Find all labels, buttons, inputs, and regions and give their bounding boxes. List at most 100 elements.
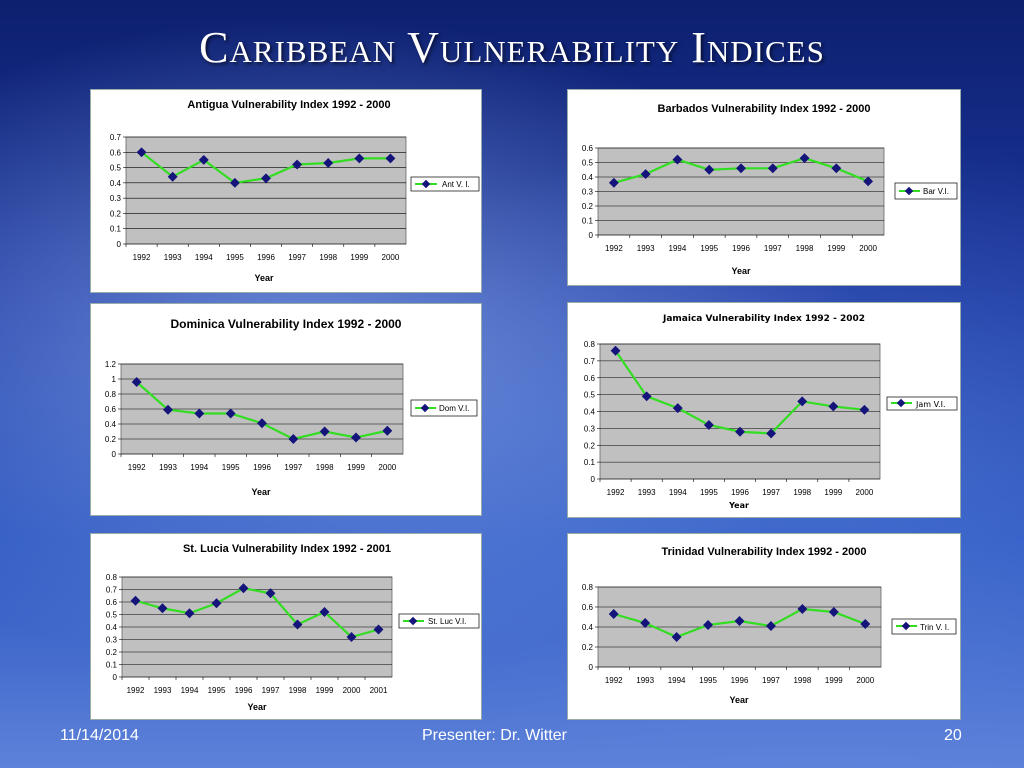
data-point-marker bbox=[323, 158, 334, 168]
x-tick-label: 1999 bbox=[316, 686, 334, 695]
x-tick-label: 1992 bbox=[605, 676, 623, 685]
x-tick-label: 1997 bbox=[762, 488, 780, 497]
x-tick-label: 1993 bbox=[159, 463, 177, 472]
data-point-marker bbox=[346, 632, 357, 642]
y-tick-label: 0.6 bbox=[584, 374, 596, 383]
y-tick-label: 0.1 bbox=[584, 458, 596, 467]
x-tick-label: 1994 bbox=[669, 244, 687, 253]
y-tick-label: 1 bbox=[112, 375, 117, 384]
chart-antigua: Antigua Vulnerability Index 1992 - 2000 … bbox=[110, 99, 480, 283]
x-tick-label: 1994 bbox=[181, 686, 199, 695]
x-tick-label: 2000 bbox=[859, 244, 877, 253]
y-tick-label: 0.6 bbox=[106, 598, 118, 607]
chart-title: St. Lucia Vulnerability Index 1992 - 200… bbox=[183, 543, 391, 555]
y-tick-label: 0.3 bbox=[584, 424, 596, 433]
x-tick-label: 2000 bbox=[856, 488, 874, 497]
x-tick-label: 1999 bbox=[827, 244, 845, 253]
x-tick-label: 1998 bbox=[316, 463, 334, 472]
data-point-marker bbox=[734, 616, 745, 626]
x-tick-label: 1996 bbox=[257, 253, 275, 262]
data-point-marker bbox=[797, 604, 808, 614]
x-tick-label: 1998 bbox=[319, 253, 337, 262]
data-point-marker bbox=[292, 619, 303, 630]
legend: St. Luc V.I. bbox=[398, 613, 480, 629]
x-tick-label: 1994 bbox=[668, 676, 686, 685]
y-tick-label: 0.2 bbox=[110, 209, 122, 218]
legend: Bar V.I. bbox=[894, 182, 958, 200]
data-point-marker bbox=[184, 608, 195, 619]
data-point-marker bbox=[167, 171, 178, 182]
chart-dominica: Dominica Vulnerability Index 1992 - 2000… bbox=[105, 317, 478, 497]
data-point-marker bbox=[735, 426, 745, 437]
y-tick-label: 0.7 bbox=[584, 357, 596, 366]
data-point-marker bbox=[859, 404, 870, 415]
data-point-marker bbox=[672, 403, 683, 414]
chart-trinidad: Trinidad Vulnerability Index 1992 - 2000… bbox=[582, 546, 957, 705]
x-tick-label: 1999 bbox=[824, 488, 842, 497]
footer-page-number: 20 bbox=[944, 727, 962, 744]
y-tick-label: 0.1 bbox=[110, 225, 122, 234]
x-axis-label: Year bbox=[254, 273, 274, 283]
x-tick-label: 1998 bbox=[793, 488, 811, 497]
chart-title: Antigua Vulnerability Index 1992 - 2000 bbox=[187, 99, 390, 111]
y-tick-label: 0.4 bbox=[582, 623, 594, 632]
data-point-marker bbox=[319, 607, 330, 617]
slide-title: Caribbean Vulnerability Indices bbox=[199, 23, 825, 72]
x-axis-label: Year bbox=[729, 695, 749, 705]
data-point-marker bbox=[211, 598, 222, 609]
x-tick-label: 1997 bbox=[762, 676, 780, 685]
footer-date: 11/14/2014 bbox=[60, 727, 139, 744]
plot-area: 0 0.1 0.2 0.3 0.4 0.5 0.6 1992 1993 1994 1995 1996 1… bbox=[582, 144, 885, 253]
y-tick-label: 0.6 bbox=[105, 405, 117, 414]
x-axis-label: Year bbox=[728, 501, 749, 510]
data-point-marker bbox=[130, 595, 141, 606]
data-point-marker bbox=[238, 583, 249, 594]
data-point-marker bbox=[163, 404, 173, 415]
data-point-marker bbox=[736, 163, 746, 174]
legend-label: Trin V. I. bbox=[920, 623, 949, 632]
legend-marker-icon bbox=[896, 398, 906, 408]
chart-panel-trinidad: Trinidad Vulnerability Index 1992 - 2000… bbox=[567, 533, 961, 720]
x-tick-label: 1994 bbox=[190, 463, 208, 472]
y-tick-label: 0.1 bbox=[582, 217, 594, 226]
data-point-marker bbox=[767, 163, 778, 174]
chart-title: Trinidad Vulnerability Index 1992 - 2000 bbox=[661, 546, 866, 558]
y-tick-label: 0.6 bbox=[582, 144, 594, 153]
x-tick-label: 2001 bbox=[370, 686, 388, 695]
x-axis-label: Year bbox=[731, 266, 751, 276]
y-tick-label: 0.3 bbox=[582, 188, 594, 197]
legend-label: Dom V.I. bbox=[439, 404, 469, 413]
legend-label: Jam V.I. bbox=[915, 400, 945, 409]
x-tick-label: 1997 bbox=[764, 244, 782, 253]
footer-presenter: Presenter: Dr. Witter bbox=[422, 727, 567, 744]
chart-panel-dominica: Dominica Vulnerability Index 1992 - 2000… bbox=[90, 303, 482, 516]
plot-area: 0 0.1 0.2 0.3 0.4 0.5 0.6 0.7 0.8 1992 1993 1994 199… bbox=[106, 573, 393, 695]
x-tick-label: 2000 bbox=[856, 676, 874, 685]
data-point-marker bbox=[265, 588, 276, 599]
chart-jamaica: Jamaica Vulnerability Index 1992 - 2002 … bbox=[584, 314, 958, 510]
y-tick-label: 0.6 bbox=[110, 148, 122, 157]
legend: Ant V. I. bbox=[410, 176, 480, 192]
chart-st-lucia: St. Lucia Vulnerability Index 1992 - 200… bbox=[106, 543, 480, 712]
plot-area: 0 0.2 0.4 0.6 0.8 1 1.2 1992 1993 1994 1995 1996 199… bbox=[105, 360, 404, 472]
x-tick-label: 1992 bbox=[128, 463, 146, 472]
data-point-marker bbox=[373, 624, 384, 635]
data-point-marker bbox=[831, 163, 842, 174]
y-tick-label: 0.3 bbox=[106, 636, 118, 645]
data-point-marker bbox=[136, 147, 147, 158]
legend-label: Ant V. I. bbox=[442, 180, 470, 189]
chart-panel-barbados: Barbados Vulnerability Index 1992 - 2000… bbox=[567, 89, 961, 286]
x-tick-label: 1999 bbox=[350, 253, 368, 262]
data-point-marker bbox=[225, 408, 236, 419]
x-tick-label: 1994 bbox=[195, 253, 213, 262]
y-tick-label: 0.7 bbox=[110, 133, 122, 142]
data-point-marker bbox=[640, 618, 651, 628]
x-axis-label: Year bbox=[251, 487, 271, 497]
legend: Trin V. I. bbox=[891, 618, 957, 635]
data-point-marker bbox=[860, 619, 871, 629]
chart-panel-st-lucia: St. Lucia Vulnerability Index 1992 - 200… bbox=[90, 533, 482, 720]
x-tick-label: 2000 bbox=[378, 463, 396, 472]
x-tick-label: 1998 bbox=[793, 676, 811, 685]
data-point-marker bbox=[319, 426, 330, 437]
y-tick-label: 0.4 bbox=[106, 623, 118, 632]
